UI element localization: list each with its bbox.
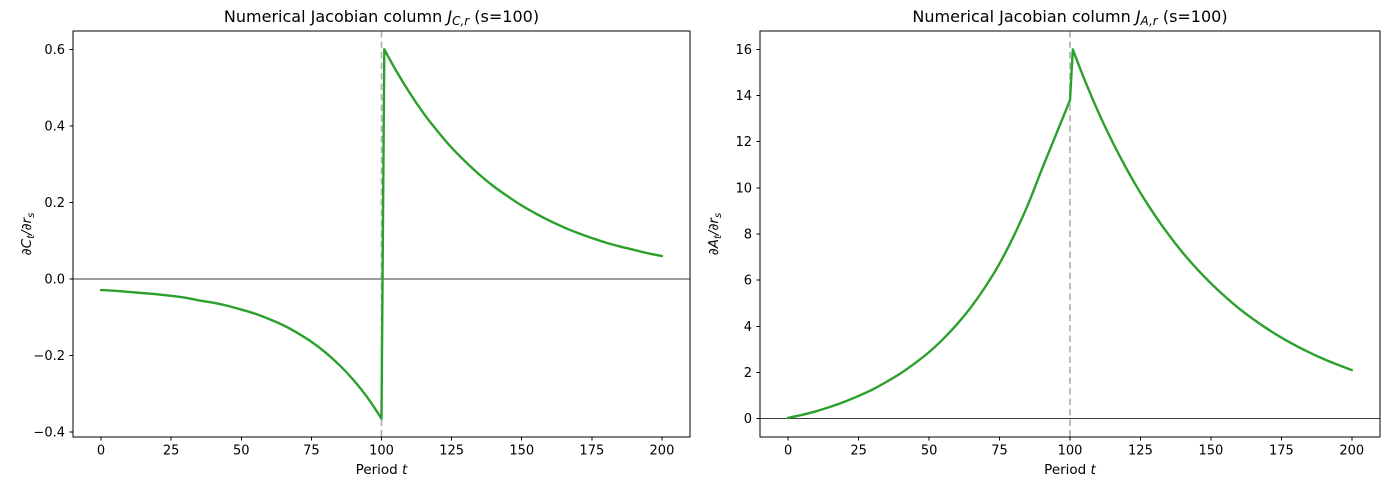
series-line-assets-jacobian [786,48,1354,420]
x-tick-label: 75 [991,444,1008,459]
assets-jacobian-chart: 0 25 50 75 100 125 150 175 200 16 14 12 10 8 6 4 2 0 Numer… [694,0,1389,489]
x-tick-label: 150 [509,444,534,459]
x-tick-label: 200 [1339,444,1364,459]
y-tick-label: 16 [735,43,752,58]
x-ticks: 0 25 50 75 100 125 150 175 200 [97,437,674,459]
x-tick-label: 50 [921,444,938,459]
y-tick-label: 10 [735,181,752,196]
y-tick-label: 12 [735,135,752,150]
y-ticks: 0.6 0.4 0.2 0.0 −0.2 −0.4 [33,43,73,441]
x-axis-label: Period t [1044,462,1096,478]
x-tick-label: 100 [1058,444,1083,459]
x-tick-label: 125 [1128,444,1153,459]
x-tick-label: 175 [1269,444,1294,459]
x-tick-label: 100 [369,444,394,459]
assets-jacobian-svg: 0 25 50 75 100 125 150 175 200 16 14 12 10 8 6 4 2 0 Numer… [706,7,1381,478]
consumption-jacobian-chart: 0 25 50 75 100 125 150 175 200 0.6 0.4 0.2 0.0 −0.2 −0… [0,0,694,489]
y-tick-label: −0.4 [33,426,65,441]
y-tick-label: 4 [744,320,752,335]
y-tick-label: 0 [744,412,752,427]
y-tick-label: 0.0 [44,272,65,287]
y-tick-label: 0.4 [44,119,65,134]
y-tick-label: 8 [744,228,752,243]
x-tick-label: 200 [650,444,675,459]
x-axis-label: Period t [356,462,408,478]
x-ticks: 0 25 50 75 100 125 150 175 200 [784,437,1364,459]
y-tick-label: 2 [744,366,752,381]
x-tick-label: 75 [303,444,320,459]
x-tick-label: 25 [850,444,867,459]
y-tick-label: 14 [735,89,752,104]
y-tick-label: 0.6 [44,43,65,58]
x-tick-label: 125 [439,444,464,459]
x-tick-label: 25 [163,444,180,459]
x-tick-label: 175 [579,444,604,459]
y-axis-label: ∂At/∂rs [706,213,724,255]
y-tick-label: 0.2 [44,196,65,211]
x-tick-label: 0 [97,444,105,459]
y-axis-label: ∂Ct/∂rs [19,213,37,256]
chart-title: Numerical Jacobian column JA,r (s=100) [912,7,1227,28]
chart-title: Numerical Jacobian column JC,r (s=100) [224,7,539,28]
x-tick-label: 0 [784,444,792,459]
series-line-consumption-jacobian [99,48,664,420]
y-tick-label: 6 [744,274,752,289]
y-ticks: 16 14 12 10 8 6 4 2 0 [735,43,760,427]
x-tick-label: 150 [1198,444,1223,459]
y-tick-label: −0.2 [33,349,65,364]
consumption-jacobian-svg: 0 25 50 75 100 125 150 175 200 0.6 0.4 0.2 0.0 −0.2 −0… [19,7,691,478]
x-tick-label: 50 [233,444,250,459]
